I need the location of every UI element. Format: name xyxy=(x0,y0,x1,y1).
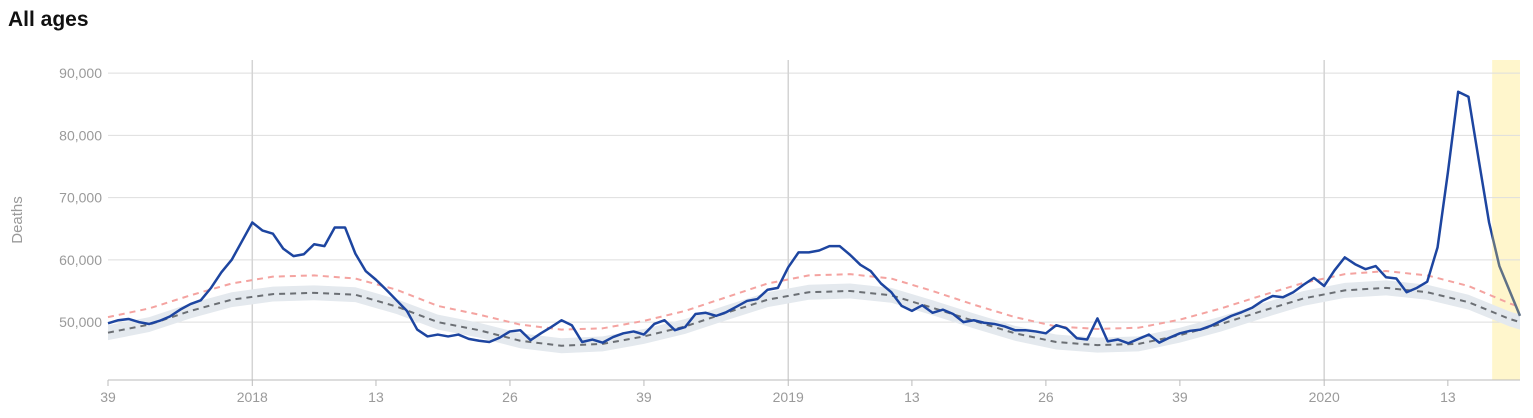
x-tick-label: 26 xyxy=(502,389,518,405)
x-tick-label: 26 xyxy=(1038,389,1054,405)
series-line xyxy=(107,90,1522,345)
y-tick-label: 60,000 xyxy=(59,252,102,268)
x-tick-label: 2018 xyxy=(237,389,268,405)
y-axis-label: Deaths xyxy=(9,196,26,244)
series-line xyxy=(107,286,1521,347)
incomplete-region xyxy=(1492,60,1520,380)
y-tick-label: 80,000 xyxy=(59,127,102,143)
expected-range-band xyxy=(108,280,1520,354)
x-tick-label: 13 xyxy=(368,389,384,405)
x-tick-label: 2020 xyxy=(1309,389,1340,405)
x-tick-label: 39 xyxy=(1172,389,1188,405)
y-tick-label: 90,000 xyxy=(59,65,102,81)
x-tick-label: 13 xyxy=(904,389,920,405)
x-tick-label: 39 xyxy=(636,389,652,405)
y-tick-label: 70,000 xyxy=(59,190,102,206)
x-tick-label: 39 xyxy=(100,389,116,405)
x-tick-label: 13 xyxy=(1440,389,1456,405)
chart-title: All ages xyxy=(8,8,89,31)
x-tick-label: 2019 xyxy=(773,389,804,405)
y-tick-label: 50,000 xyxy=(59,314,102,330)
